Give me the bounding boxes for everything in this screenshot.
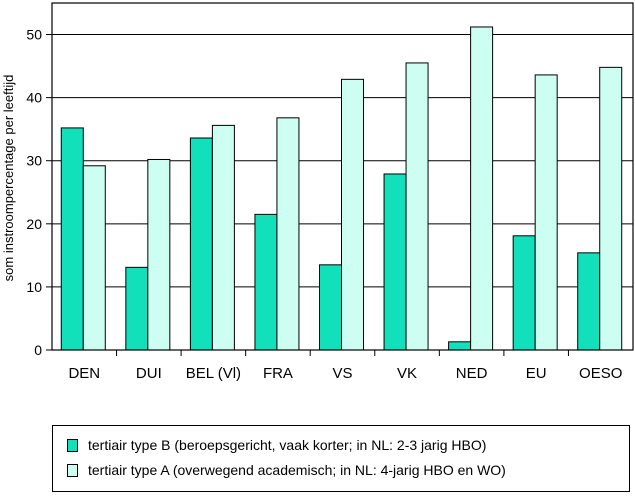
plot-frame [51, 2, 634, 351]
x-tick-label-vk: VK [397, 365, 417, 382]
bar-vk-series-0 [383, 173, 407, 351]
legend-item-type-b: tertiair type B (beroepsgericht, vaak ko… [67, 436, 486, 454]
legend-swatch-type-b [67, 438, 78, 452]
y-tick-label-40: 40 [26, 90, 42, 106]
y-tick-label-30: 30 [26, 153, 42, 169]
bar-den-series-1 [82, 165, 106, 351]
bar-dui-series-0 [125, 266, 149, 351]
bar-vs-series-1 [341, 78, 364, 351]
bar-vs-series-0 [319, 264, 342, 351]
bar-bel-vl--series-1 [211, 124, 235, 351]
legend-label-type-b: tertiair type B (beroepsgericht, vaak ko… [88, 437, 487, 453]
y-axis-label: som instroompercentage per leeftijd [1, 75, 16, 282]
x-tick-label-dui: DUI [136, 365, 162, 382]
x-tick-label-bel-vl-: BEL (Vl) [186, 365, 241, 382]
bar-fra-series-0 [254, 213, 278, 351]
bar-oeso-series-0 [577, 252, 601, 351]
bar-ned-series-0 [448, 341, 472, 351]
x-tick-label-oeso: OESO [579, 365, 622, 382]
bar-fra-series-1 [276, 117, 300, 351]
bar-den-series-0 [60, 127, 84, 351]
bar-eu-series-1 [534, 74, 558, 351]
legend-label-type-a: tertiair type A (overwegend academisch; … [88, 462, 506, 478]
x-tick-label-den: DEN [68, 365, 100, 382]
x-tick-label-fra: FRA [263, 365, 293, 382]
legend-item-type-a: tertiair type A (overwegend academisch; … [67, 461, 506, 479]
y-tick-label-50: 50 [26, 27, 42, 43]
bar-dui-series-1 [147, 158, 171, 351]
x-tick-label-ned: NED [456, 365, 488, 382]
axes: 0 10 20 30 40 50 DEN DUI BEL (Vl) FRA VS VK NED EU OES… [26, 2, 634, 382]
x-tick-label-eu: EU [526, 365, 547, 382]
bar-vk-series-1 [405, 62, 429, 351]
bar-eu-series-0 [512, 235, 536, 351]
y-tick-label-20: 20 [26, 216, 42, 232]
bar-ned-series-1 [470, 26, 494, 351]
x-tick-label-vs: VS [332, 365, 352, 382]
y-tick-label-10: 10 [26, 279, 42, 295]
y-tick-label-0: 0 [34, 342, 42, 358]
legend: tertiair type B (beroepsgericht, vaak ko… [52, 425, 630, 492]
legend-swatch-type-a [67, 463, 78, 477]
bar-oeso-series-1 [599, 66, 623, 351]
bar-bel-vl--series-0 [189, 137, 213, 351]
bars [60, 26, 623, 351]
